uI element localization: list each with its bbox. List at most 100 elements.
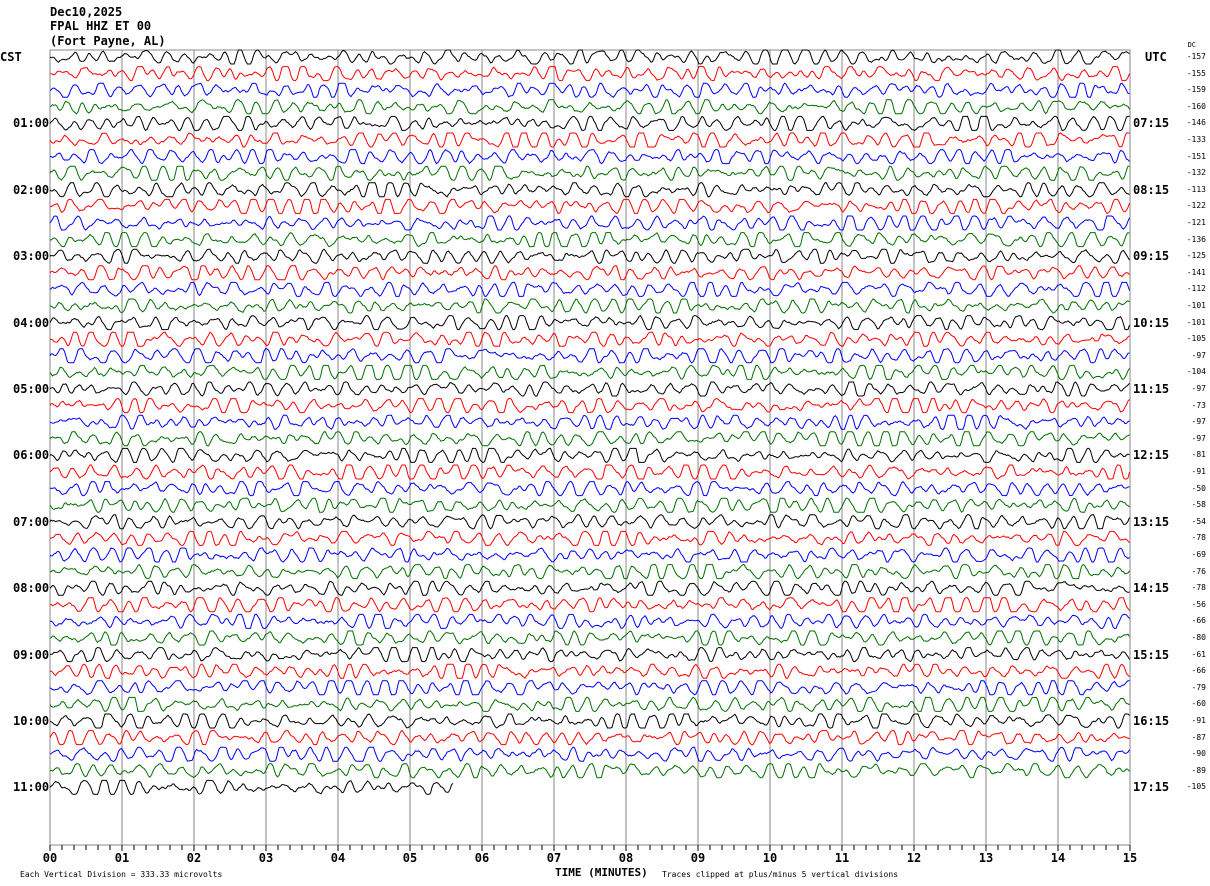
location-label: (Fort Payne, AL) — [50, 34, 166, 48]
trace-line — [49, 348, 1130, 364]
trace-line — [49, 115, 1130, 132]
left-hour-label: 11:00 — [13, 780, 50, 795]
dc-offset-label: -66 — [1191, 666, 1206, 676]
dc-label: DC — [1187, 41, 1196, 49]
trace-line — [49, 431, 1130, 447]
dc-offset-label: -91 — [1191, 716, 1206, 725]
x-tick-label: 06 — [475, 851, 489, 865]
trace-line — [49, 630, 1130, 646]
dc-offset-label: -151 — [1186, 151, 1206, 161]
dc-offset-label: -56 — [1191, 599, 1206, 609]
x-tick-label: 13 — [979, 851, 993, 865]
dc-offset-label: -54 — [1191, 516, 1206, 526]
right-hour-label: 08:15 — [1133, 182, 1170, 197]
dc-offset-label: -122 — [1186, 201, 1206, 211]
trace-line — [49, 547, 1130, 563]
trace-line — [49, 613, 1130, 630]
trace-line — [49, 331, 1130, 347]
date-label: Dec10,2025 — [50, 5, 123, 19]
trace-line — [49, 763, 1130, 779]
dc-offset-label: -60 — [1191, 699, 1206, 709]
dc-offset-label: -89 — [1191, 765, 1206, 775]
right-hour-label: 14:15 — [1133, 581, 1170, 596]
trace-line — [49, 447, 1130, 464]
trace-line — [49, 82, 1130, 98]
trace-line — [50, 65, 1130, 82]
x-tick-label: 00 — [43, 851, 57, 865]
trace-line — [49, 580, 1130, 596]
trace-line — [49, 99, 1130, 115]
dc-offset-label: -105 — [1186, 782, 1206, 792]
trace-line — [49, 696, 1130, 712]
trace-line — [49, 132, 1130, 148]
left-hour-label: 06:00 — [13, 448, 50, 463]
dc-offset-label: -133 — [1186, 135, 1206, 144]
trace-line — [49, 729, 1130, 746]
trace-line — [49, 530, 1130, 546]
dc-offset-label: -132 — [1186, 168, 1206, 178]
trace-line — [49, 364, 1130, 381]
clip-note: Traces clipped at plus/minus 5 vertical … — [662, 870, 899, 879]
dc-offset-label: -104 — [1186, 367, 1206, 377]
trace-line — [49, 231, 1130, 248]
x-tick-label: 08 — [619, 851, 633, 865]
dc-offset-label: -80 — [1191, 633, 1206, 642]
dc-offset-label: -76 — [1191, 566, 1206, 576]
scale-note: Each Vertical Division = 333.33 microvol… — [20, 870, 223, 879]
dc-offset-label: -61 — [1191, 649, 1206, 659]
right-hour-label: 12:15 — [1133, 448, 1170, 463]
trace-line — [49, 314, 1130, 331]
trace-line — [49, 248, 1130, 264]
dc-offset-label: -69 — [1191, 550, 1206, 559]
trace-line — [49, 265, 1130, 281]
right-hour-label: 15:15 — [1133, 647, 1170, 662]
dc-offset-label: -79 — [1191, 682, 1206, 692]
dc-offset-label: -125 — [1186, 251, 1206, 261]
dc-offset-label: -90 — [1191, 749, 1206, 759]
left-hour-label: 04:00 — [13, 315, 50, 330]
x-tick-label: 03 — [259, 851, 273, 865]
dc-offset-label: -78 — [1191, 533, 1206, 543]
trace-line — [49, 281, 1130, 297]
right-hour-label: 17:15 — [1133, 780, 1170, 795]
x-tick-label: 02 — [187, 851, 201, 865]
left-hour-label: 10:00 — [13, 714, 50, 728]
trace-line — [49, 298, 1130, 314]
dc-offset-label: -66 — [1191, 616, 1206, 626]
left-hour-label: 09:00 — [13, 647, 50, 662]
dc-offset-label: -105 — [1186, 334, 1206, 344]
trace-line — [49, 397, 1130, 414]
dc-offset-label: -50 — [1191, 483, 1206, 493]
dc-offset-label: -159 — [1186, 85, 1206, 95]
left-hour-label: 07:00 — [13, 514, 50, 529]
right-hour-label: 11:15 — [1133, 382, 1170, 396]
trace-line — [49, 746, 1130, 762]
dc-offset-label: -78 — [1191, 583, 1206, 593]
trace-line — [49, 680, 1130, 696]
left-hour-label: 01:00 — [13, 116, 50, 131]
trace-line — [49, 464, 1130, 480]
dc-offset-label: -97 — [1191, 417, 1206, 427]
dc-offset-label: -73 — [1191, 400, 1206, 410]
trace-line — [49, 198, 1130, 215]
trace-line — [49, 646, 1130, 663]
left-hour-label: 03:00 — [13, 249, 50, 264]
dc-offset-label: -87 — [1191, 732, 1206, 742]
x-tick-label: 12 — [907, 851, 921, 865]
dc-offset-label: -113 — [1186, 184, 1206, 194]
trace-line — [49, 49, 1130, 65]
dc-offset-label: -136 — [1186, 234, 1206, 244]
trace-line — [49, 514, 1130, 530]
dc-offset-label: -97 — [1191, 350, 1206, 360]
trace-line — [49, 663, 1130, 679]
right-hour-label: 10:15 — [1133, 315, 1170, 330]
right-hour-label: 07:15 — [1133, 116, 1170, 131]
dc-offset-label: -58 — [1191, 500, 1206, 510]
dc-offset-label: -121 — [1186, 218, 1206, 227]
right-hour-label: 13:15 — [1133, 514, 1170, 529]
x-tick-label: 11 — [835, 851, 849, 865]
dc-offset-label: -97 — [1191, 384, 1206, 393]
x-tick-label: 10 — [763, 851, 777, 865]
dc-offset-label: -141 — [1186, 267, 1206, 277]
dc-offset-label: -91 — [1191, 467, 1206, 476]
